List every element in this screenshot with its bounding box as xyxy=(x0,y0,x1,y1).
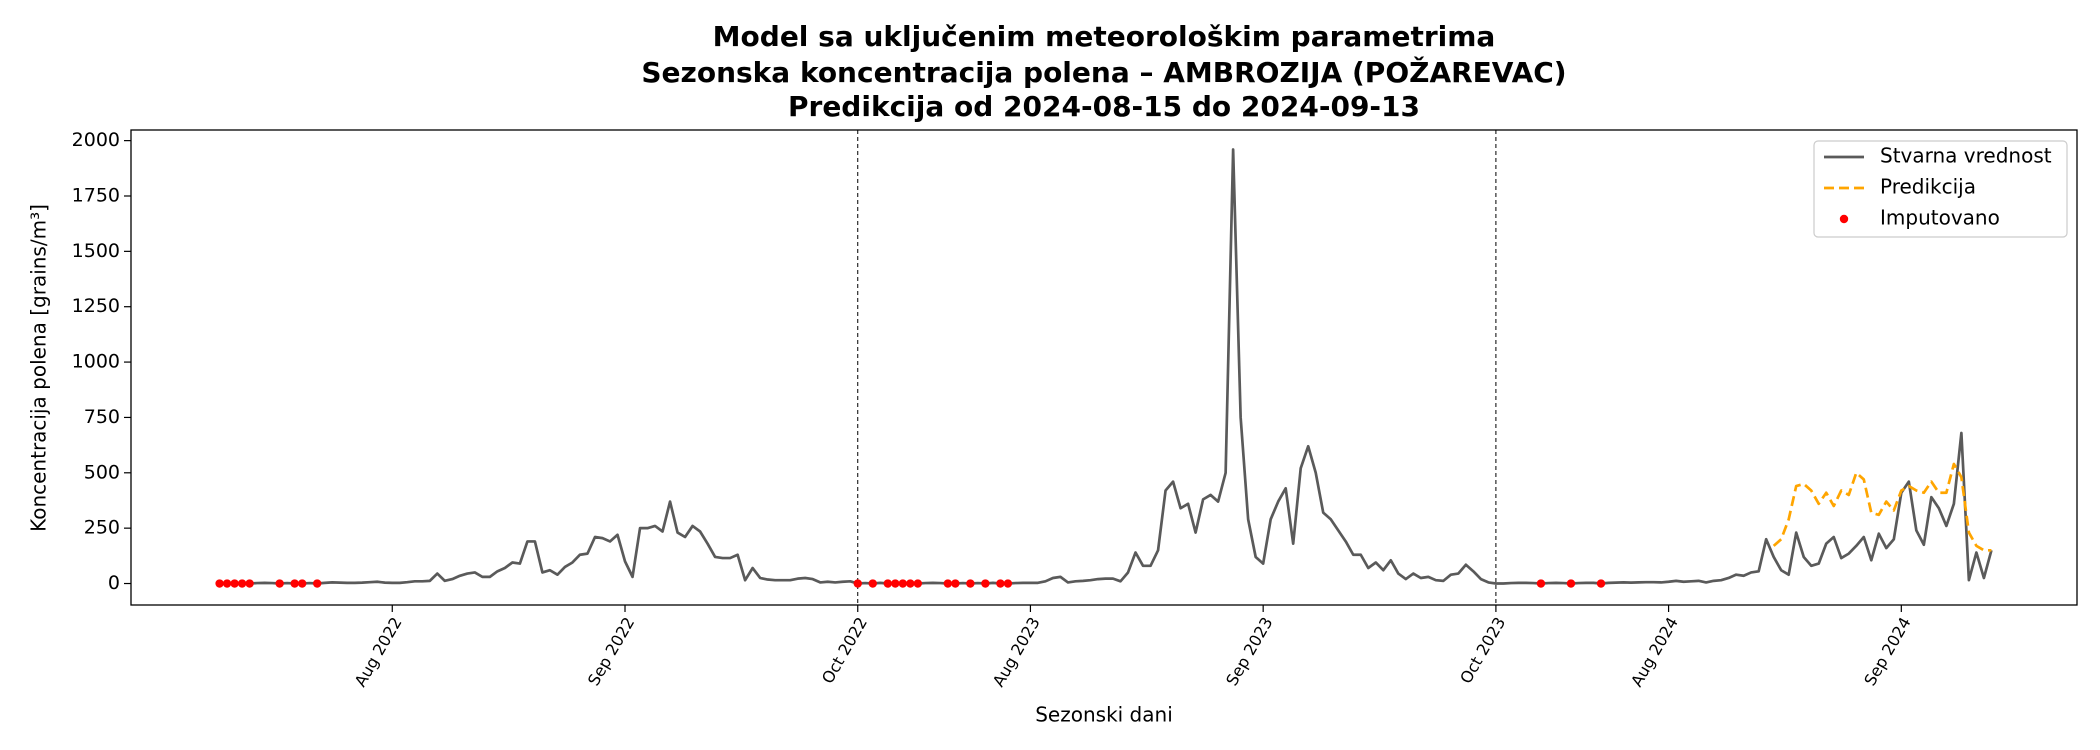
imputed-point xyxy=(245,579,254,588)
imputed-point xyxy=(230,579,239,588)
legend-marker xyxy=(1839,214,1849,224)
imputed-point xyxy=(981,579,990,588)
y-tick-label: 250 xyxy=(84,517,120,539)
imputed-point xyxy=(906,579,915,588)
y-tick-label: 0 xyxy=(108,572,120,594)
legend-label: Imputovano xyxy=(1880,206,2000,230)
imputed-point xyxy=(1003,579,1013,588)
chart-title: Predikcija od 2024-08-15 do 2024-09-13 xyxy=(788,90,1420,123)
y-tick-label: 1250 xyxy=(72,295,120,317)
legend-label: Stvarna vrednost xyxy=(1880,144,2052,168)
imputed-point xyxy=(868,579,877,588)
imputed-point xyxy=(297,579,307,588)
legend-label: Predikcija xyxy=(1880,175,1976,199)
y-tick-label: 1500 xyxy=(72,240,120,262)
y-tick-label: 500 xyxy=(84,461,120,483)
imputed-point xyxy=(312,579,322,588)
imputed-point xyxy=(996,579,1005,588)
imputed-point xyxy=(883,579,892,588)
imputed-point xyxy=(913,579,923,588)
imputed-point xyxy=(943,579,953,588)
legend-box xyxy=(1813,140,2068,238)
prediction-line xyxy=(1772,462,1992,552)
imputed-point xyxy=(275,579,284,588)
imputed-point xyxy=(951,579,960,588)
y-axis-label: Koncentracija polena [grains/m³] xyxy=(27,204,51,532)
x-axis-label: Sezonski dani xyxy=(1035,703,1173,727)
plot-frame xyxy=(130,129,2078,606)
imputed-point xyxy=(853,579,862,588)
imputed-point xyxy=(215,579,224,588)
y-tick-label: 750 xyxy=(84,406,120,428)
imputed-point xyxy=(966,579,975,588)
imputed-point xyxy=(290,579,299,588)
imputed-point xyxy=(1566,579,1576,588)
imputed-point xyxy=(237,579,247,588)
y-tick-label: 1000 xyxy=(72,351,120,373)
y-tick-label: 2000 xyxy=(72,129,120,151)
imputed-point xyxy=(1536,579,1546,588)
imputed-point xyxy=(891,579,900,588)
y-tick-label: 1750 xyxy=(72,184,120,206)
chart-title: Sezonska koncentracija polena – AMBROZIJ… xyxy=(641,55,1566,89)
imputed-point xyxy=(898,579,907,588)
imputed-point xyxy=(1596,579,1606,588)
data-line xyxy=(219,148,1993,585)
imputed-point xyxy=(222,579,232,588)
chart-title: Model sa uključenim meteorološkim parame… xyxy=(713,20,1496,53)
